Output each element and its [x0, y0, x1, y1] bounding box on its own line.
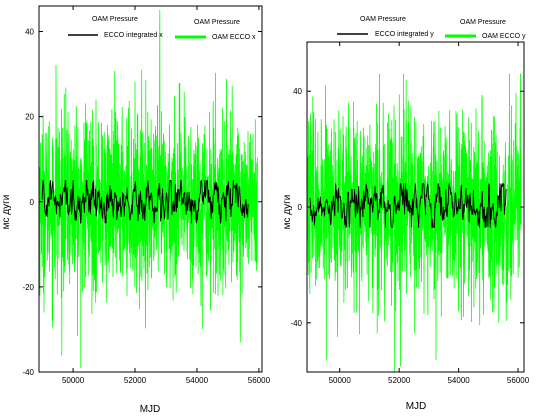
y-tick-label: -40 — [290, 319, 302, 328]
legend-bottom-label-1: ECCO integrated y — [375, 31, 434, 38]
y-tick-label: 0 — [298, 203, 303, 212]
legend: OAM Pressure ECCO integrated y OAM Press… — [337, 16, 526, 40]
x-tick-label: 56000 — [507, 376, 530, 385]
legend-bottom-label-2: OAM ECCO y — [482, 33, 526, 40]
axes: 50000 52000 54000 56000 -40 -20 0 20 40 — [22, 5, 271, 385]
x-tick-label: 52000 — [388, 376, 411, 385]
x-tick-label: 50000 — [329, 376, 352, 385]
chart-y: 50000 52000 54000 56000 -40 0 40 OAM Pressure … — [282, 16, 530, 412]
legend-top-label-1: OAM Pressure — [92, 16, 138, 23]
y-axis-label: мс дуги — [1, 195, 12, 230]
y-tick-label: -40 — [22, 368, 34, 377]
x-tick-label: 56000 — [248, 376, 271, 385]
axes-frame — [38, 5, 263, 373]
legend-bottom-label-2: OAM ECCO x — [212, 34, 256, 41]
y-tick-label: 40 — [293, 87, 302, 96]
legend-top-label-1: OAM Pressure — [360, 16, 406, 23]
series-line-integrated — [41, 180, 249, 224]
y-tick-label: 40 — [25, 28, 34, 37]
series-line-ecco — [38, 9, 258, 369]
legend-top-label-2: OAM Pressure — [460, 19, 506, 26]
series-line-ecco — [306, 73, 522, 373]
x-axis-label: MJD — [406, 401, 427, 412]
y-tick-label: 20 — [25, 113, 34, 122]
chart-x: 50000 52000 54000 56000 -40 -20 0 20 40 OAM Pres… — [1, 5, 271, 415]
x-tick-label: 52000 — [124, 376, 147, 385]
x-axis-label: MJD — [140, 404, 161, 415]
y-axis-label: мс дуги — [282, 195, 293, 230]
y-tick-label: 0 — [30, 198, 35, 207]
x-tick-label: 54000 — [447, 376, 470, 385]
series-line-integrated — [309, 183, 507, 228]
x-tick-label: 54000 — [186, 376, 209, 385]
legend-bottom-label-1: ECCO integrated x — [104, 32, 163, 39]
legend-top-label-2: OAM Pressure — [194, 19, 240, 26]
plot-area — [38, 9, 258, 369]
y-tick-label: -20 — [22, 283, 34, 292]
axes: 50000 52000 54000 56000 -40 0 40 — [290, 41, 530, 385]
legend: OAM Pressure ECCO integrated x OAM Press… — [68, 16, 256, 41]
plot-area — [306, 73, 522, 373]
x-tick-label: 50000 — [62, 376, 85, 385]
